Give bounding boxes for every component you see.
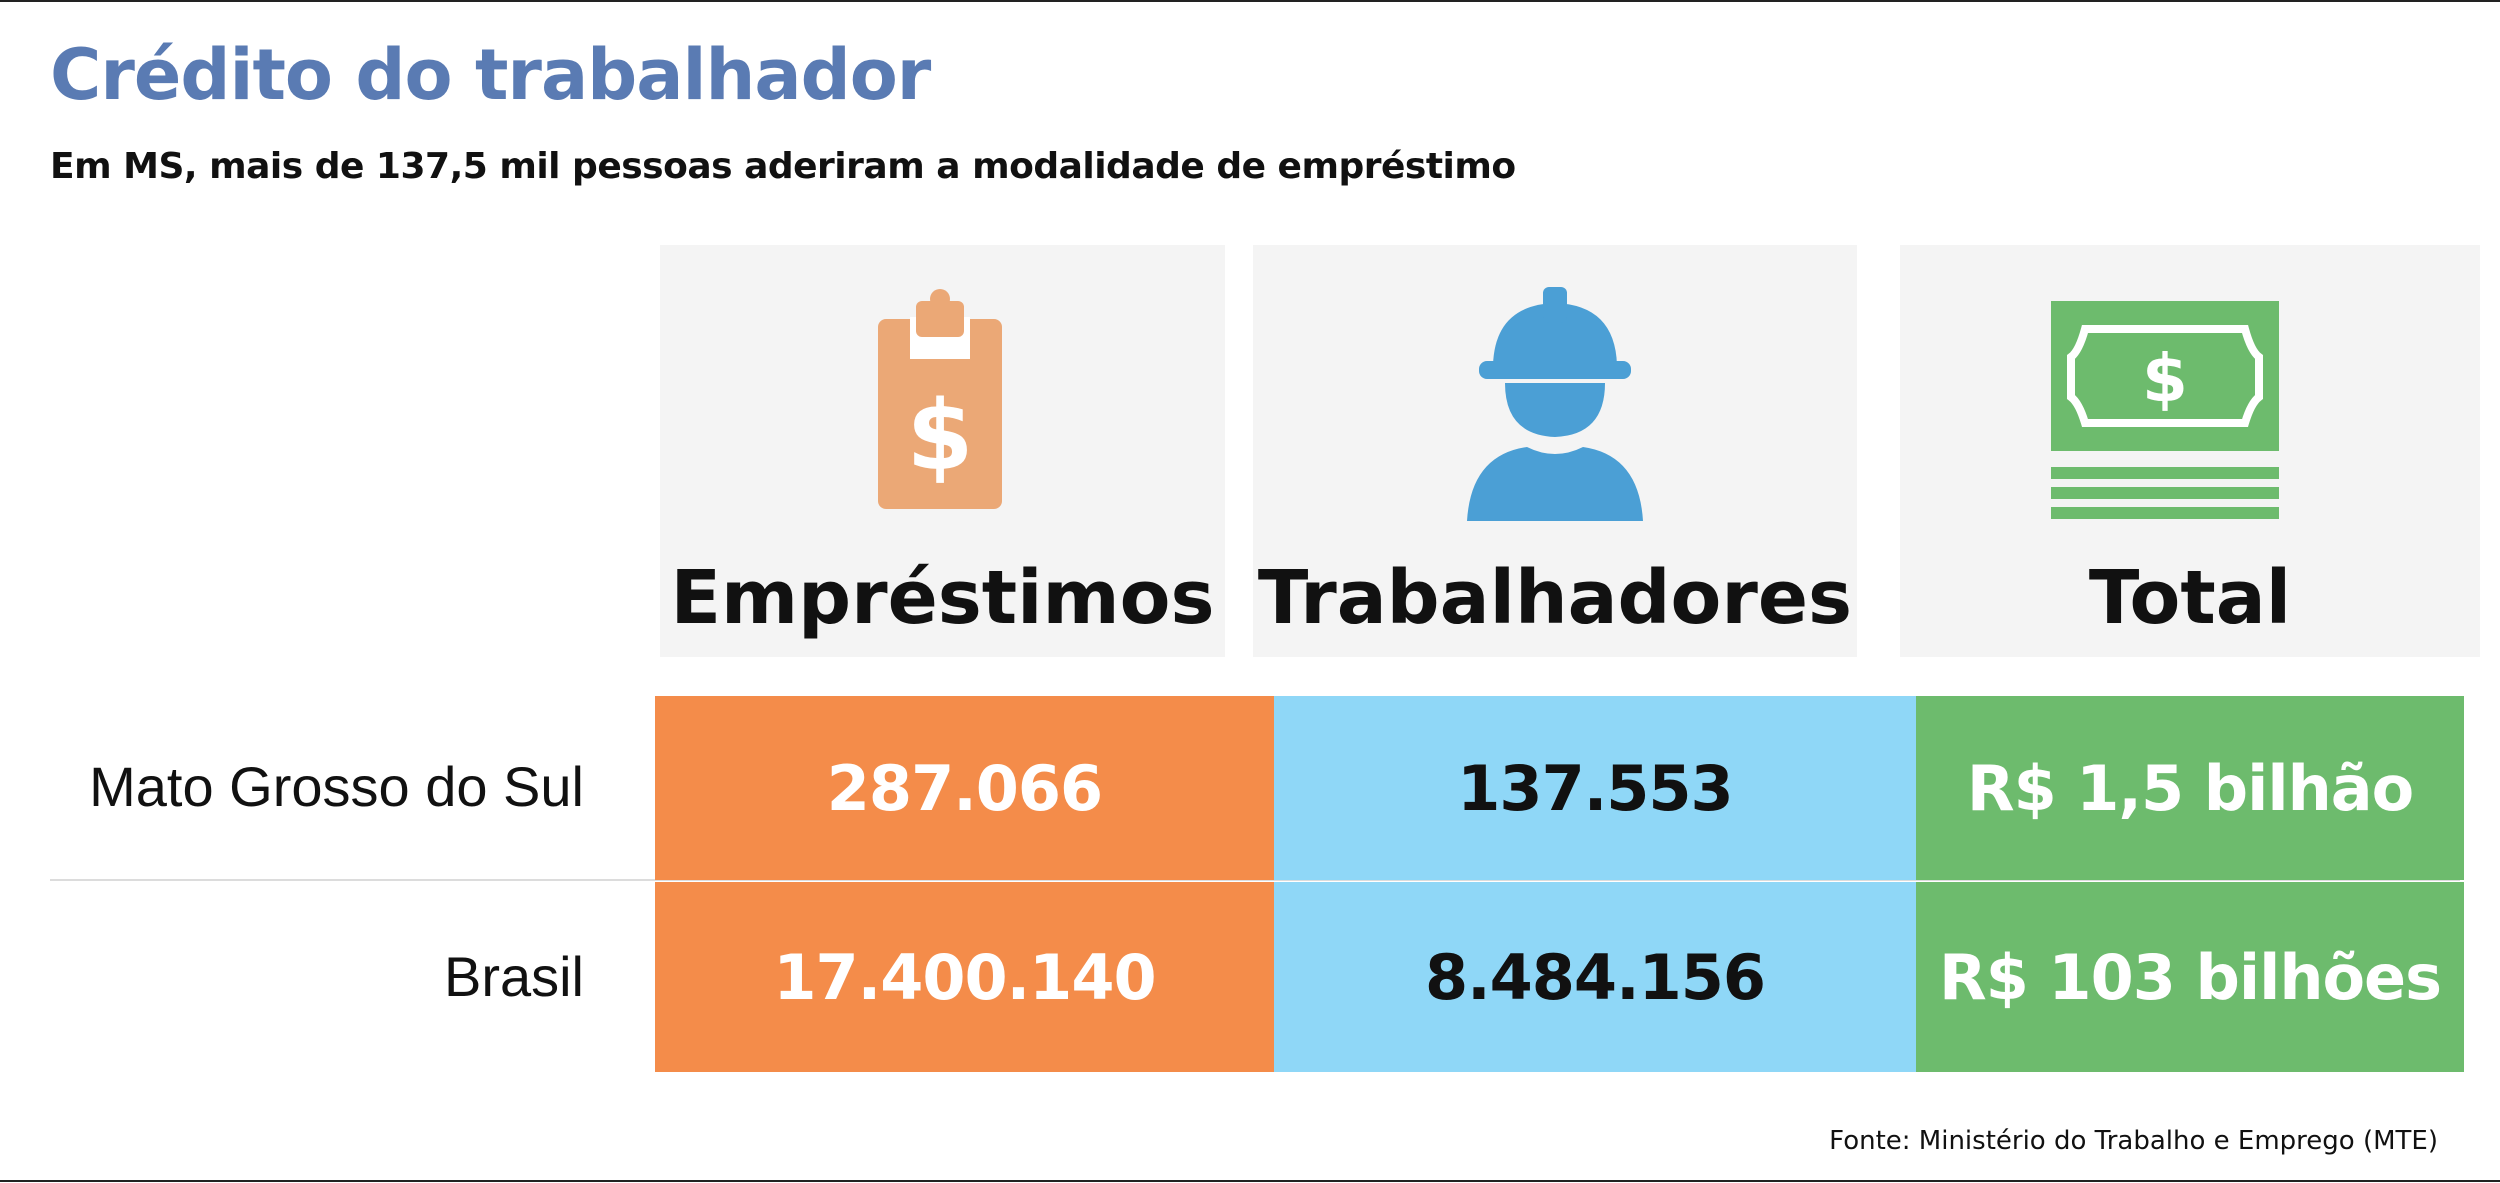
- table-cell-emprestimos-brasil: 17.400.140: [655, 882, 1274, 1072]
- column-header-trabalhadores: Trabalhadores: [1253, 245, 1857, 657]
- column-label: Total: [2088, 555, 2292, 641]
- table-cell-total-ms: R$ 1,5 bilhão: [1916, 696, 2464, 880]
- bottom-rule: [0, 1180, 2500, 1182]
- table-cell-emprestimos-ms: 287.066: [655, 696, 1274, 880]
- row-divider: [50, 879, 2460, 881]
- top-rule: [0, 0, 2500, 2]
- column-header-emprestimos: $ Empréstimos: [660, 245, 1225, 657]
- column-label: Empréstimos: [670, 555, 1215, 641]
- table-cell-trabalhadores-brasil: 8.484.156: [1274, 882, 1916, 1072]
- svg-text:$: $: [907, 380, 974, 492]
- table-cell-total-brasil: R$ 103 bilhões: [1916, 882, 2464, 1072]
- svg-text:$: $: [2142, 340, 2188, 417]
- chart-title: Crédito do trabalhador: [50, 34, 931, 116]
- row-label-brasil: Brasil: [443, 945, 584, 1008]
- column-label: Trabalhadores: [1257, 555, 1853, 641]
- banknote-stack-icon: $: [2051, 301, 2279, 519]
- chart-subtitle: Em MS, mais de 137,5 mil pessoas aderira…: [50, 146, 1516, 187]
- source-note: Fonte: Ministério do Trabalho e Emprego …: [1829, 1126, 2438, 1156]
- row-label-mato-grosso-do-sul: Mato Grosso do Sul: [89, 755, 584, 818]
- worker-helmet-icon: [1467, 287, 1643, 521]
- table-cell-trabalhadores-ms: 137.553: [1274, 696, 1916, 880]
- column-header-total: $ Total: [1900, 245, 2480, 657]
- clipboard-dollar-icon: $: [878, 289, 1002, 509]
